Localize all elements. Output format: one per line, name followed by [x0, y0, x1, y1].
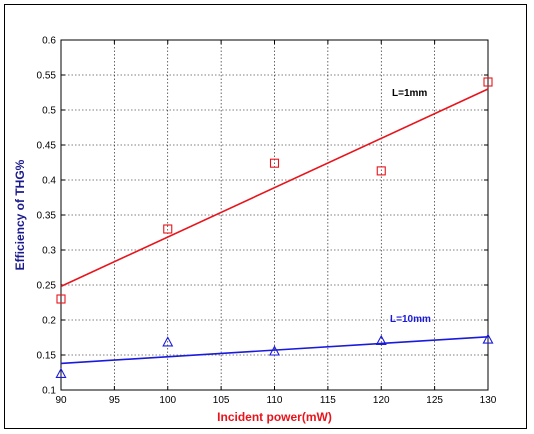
- y-tick-label: 0.2: [42, 316, 56, 327]
- data-point: [55, 367, 67, 378]
- series-label: L=1mm: [392, 88, 427, 99]
- x-tick-label: 105: [213, 395, 230, 406]
- x-axis-label: Incident power(mW): [217, 410, 332, 424]
- y-tick-label: 0.45: [37, 141, 57, 152]
- series-group: L=1mm L=10mm: [55, 77, 494, 378]
- data-point: [163, 224, 173, 234]
- data-point: [162, 336, 174, 347]
- axis-ticks: 90 95 100 105 110 115 120 125 130 0.1 0.15 0.2 0.25 0…: [37, 36, 497, 407]
- x-tick-label: 100: [159, 395, 176, 406]
- x-tick-label: 125: [426, 395, 443, 406]
- series-1: L=1mm: [56, 77, 493, 304]
- series-2: L=10mm: [55, 314, 494, 378]
- y-tick-label: 0.4: [42, 176, 56, 187]
- figure-frame: [4, 4, 527, 429]
- data-point: [375, 334, 387, 346]
- fit-line: [60, 336, 489, 365]
- data-point: [268, 345, 281, 356]
- x-tick-label: 130: [480, 395, 497, 406]
- data-point: [376, 166, 386, 176]
- data-point: [482, 333, 494, 344]
- fit-line: [60, 88, 489, 288]
- grid-lines: [60, 39, 489, 391]
- data-point: [269, 158, 280, 168]
- y-tick-label: 0.3: [42, 246, 56, 257]
- y-tick-label: 0.55: [37, 71, 57, 82]
- y-tick-label: 0.15: [37, 351, 57, 362]
- x-tick-label: 95: [109, 395, 121, 406]
- y-tick-label: 0.1: [42, 386, 56, 397]
- x-tick-label: 115: [320, 395, 336, 406]
- x-tick-label: 90: [55, 395, 67, 406]
- y-tick-label: 0.25: [37, 281, 57, 292]
- x-tick-label: 120: [373, 395, 390, 406]
- y-tick-label: 0.5: [42, 106, 56, 117]
- y-axis-label: Efficiency of THG%: [13, 159, 27, 270]
- x-tick-label: 110: [267, 395, 283, 406]
- data-point: [483, 77, 493, 87]
- y-tick-label: 0.6: [42, 36, 56, 47]
- data-point: [56, 294, 66, 304]
- series-label: L=10mm: [390, 314, 431, 325]
- y-tick-label: 0.35: [37, 211, 57, 222]
